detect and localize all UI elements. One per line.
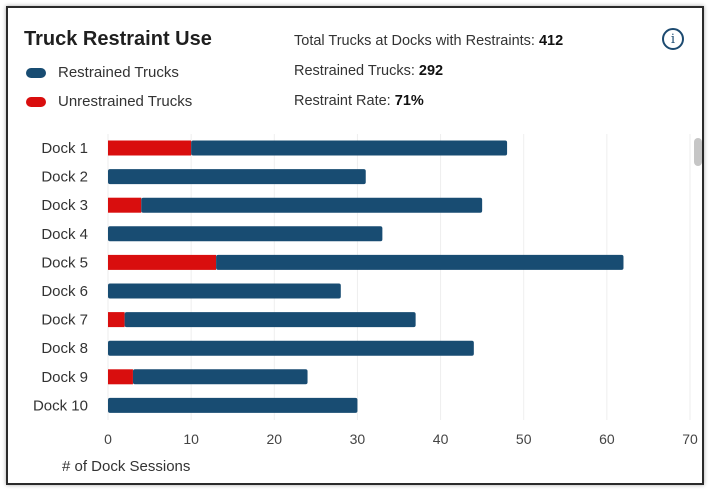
legend-item-unrestrained: Unrestrained Trucks [26, 93, 192, 110]
x-tick-label: 50 [516, 431, 532, 447]
legend-swatch-unrestrained [26, 96, 46, 107]
stat-total-value: 412 [538, 33, 564, 49]
stat-restrained-value: 292 [418, 63, 444, 79]
x-tick-label: 10 [183, 431, 199, 447]
y-tick-label: Dock 2 [41, 169, 88, 186]
x-tick-label: 30 [350, 431, 366, 447]
bar-restrained [108, 169, 366, 185]
bar-restrained [132, 369, 308, 385]
x-axis-label: # of Dock Sessions [62, 458, 191, 475]
bar-unrestrained [108, 140, 192, 156]
bar-restrained [108, 283, 341, 299]
chart-title: Truck Restraint Use [24, 28, 212, 50]
y-tick-label: Dock 10 [33, 397, 88, 414]
stat-total-label: Total Trucks at Docks with Restraints: [294, 33, 539, 49]
x-tick-label: 60 [599, 431, 615, 447]
stat-restraint-rate: Restraint Rate: 71% [294, 93, 424, 109]
x-tick-label: 0 [104, 431, 112, 447]
x-tick-label: 20 [266, 431, 282, 447]
stat-rate-value: 71% [394, 93, 424, 109]
y-tick-label: Dock 7 [41, 312, 88, 329]
bar-restrained [216, 254, 624, 270]
bar-unrestrained [108, 197, 142, 213]
info-icon[interactable]: i [662, 28, 684, 50]
bar-restrained [124, 312, 416, 328]
x-tick-label: 40 [433, 431, 449, 447]
bar-restrained [108, 226, 383, 242]
bar-unrestrained [108, 312, 125, 328]
stat-rate-label: Restraint Rate: [294, 93, 395, 109]
stat-restrained-trucks: Restrained Trucks: 292 [294, 63, 443, 79]
y-tick-label: Dock 3 [41, 197, 88, 214]
y-tick-label: Dock 6 [41, 283, 88, 300]
legend-label-unrestrained: Unrestrained Trucks [58, 93, 193, 110]
bar-restrained [108, 397, 358, 413]
bar-unrestrained [108, 369, 133, 385]
bar-unrestrained [108, 254, 217, 270]
scrollbar-thumb[interactable] [694, 138, 702, 166]
legend-label-restrained: Restrained Trucks [58, 64, 179, 81]
info-glyph: i [670, 31, 676, 47]
x-tick-label: 70 [682, 431, 698, 447]
stat-total-trucks: Total Trucks at Docks with Restraints: 4… [294, 33, 563, 49]
y-tick-label: Dock 4 [41, 226, 88, 243]
stat-restrained-label: Restrained Trucks: [294, 63, 419, 79]
y-tick-label: Dock 8 [41, 340, 88, 357]
bar-restrained [191, 140, 508, 156]
legend-swatch-restrained [26, 67, 46, 78]
legend-item-restrained: Restrained Trucks [26, 64, 179, 81]
y-tick-label: Dock 1 [41, 140, 88, 157]
y-tick-label: Dock 5 [41, 254, 88, 271]
bar-restrained [108, 340, 474, 356]
y-tick-label: Dock 9 [41, 369, 88, 386]
bar-restrained [141, 197, 483, 213]
